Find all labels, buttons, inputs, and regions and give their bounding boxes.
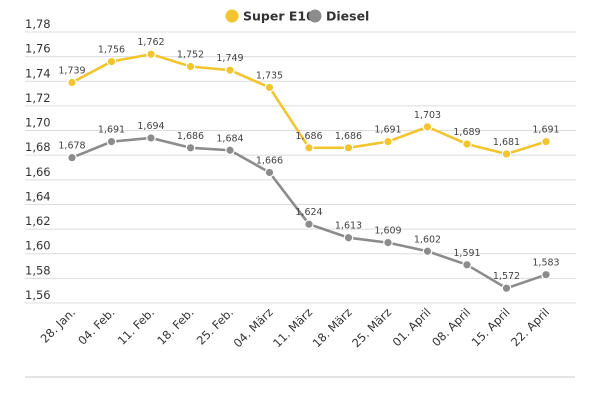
data-point: [383, 136, 393, 147]
series-super-e10: 1,739 1,756 1,762 1,752 1,749 1,735 1,686 1,686…: [58, 37, 560, 159]
data-point: [462, 139, 472, 149]
series-diesel: 1,678 1,691 1,694 1,686 1,684 1,666 1,624 1,613…: [58, 121, 560, 294]
data-label: 1,686: [335, 131, 362, 142]
legend-label: Diesel: [326, 9, 369, 24]
data-label: 1,752: [177, 49, 204, 60]
y-tick-label: 1,60: [25, 239, 51, 253]
x-tick-label: 08. April: [429, 305, 473, 349]
data-label: 1,749: [216, 53, 243, 64]
grid: [25, 31, 576, 304]
y-tick-label: 1,68: [25, 140, 51, 154]
legend: Super E10 Diesel: [225, 9, 369, 24]
data-point: [304, 142, 314, 153]
data-point: [185, 61, 196, 72]
x-tick-label: 28. Jan.: [38, 305, 79, 346]
y-tick-label: 1,76: [25, 42, 51, 56]
data-label: 1,739: [58, 66, 85, 77]
data-label: 1,686: [295, 131, 322, 142]
legend-swatch: [225, 9, 239, 23]
data-label: 1,756: [98, 45, 125, 56]
data-point: [422, 246, 433, 257]
data-point: [343, 232, 354, 243]
data-label: 1,684: [216, 133, 243, 144]
y-tick-label: 1,74: [25, 66, 51, 80]
data-label: 1,691: [532, 125, 559, 136]
data-label: 1,689: [453, 127, 480, 138]
data-label: 1,613: [335, 221, 362, 232]
x-tick-label: 11. Feb.: [115, 305, 157, 347]
data-label: 1,609: [374, 226, 401, 237]
series-group: 1,739 1,756 1,762 1,752 1,749 1,735 1,686 1,686…: [58, 37, 560, 294]
x-tick-label: 04. Feb.: [75, 305, 117, 347]
y-tick-label: 1,58: [25, 263, 51, 277]
data-label: 1,762: [137, 37, 164, 48]
x-tick-label: 25. Feb.: [194, 305, 236, 347]
data-label: 1,681: [493, 137, 520, 148]
data-point: [225, 145, 235, 156]
legend-label: Super E10: [243, 9, 315, 24]
data-point: [541, 136, 551, 147]
data-point: [67, 152, 77, 163]
data-point: [383, 237, 393, 248]
data-point: [462, 260, 472, 270]
y-tick-label: 1,66: [25, 165, 51, 179]
x-tick-label: 22. April: [508, 305, 552, 349]
data-point: [541, 269, 551, 280]
data-point: [501, 149, 512, 159]
data-label: 1,591: [453, 248, 480, 259]
legend-swatch: [308, 9, 322, 23]
data-label: 1,691: [98, 125, 125, 136]
data-label: 1,666: [256, 155, 283, 166]
data-label: 1,624: [295, 207, 322, 218]
data-point: [106, 136, 117, 147]
data-point: [106, 56, 117, 67]
x-tick-label: 04. März: [231, 305, 276, 350]
data-point: [185, 142, 196, 153]
data-point: [264, 82, 275, 93]
x-tick-label: 11. März: [270, 305, 315, 350]
data-label: 1,583: [532, 258, 559, 269]
x-tick-label: 15. April: [469, 305, 513, 349]
data-label: 1,703: [414, 110, 441, 121]
data-label: 1,694: [137, 121, 164, 132]
y-tick-label: 1,72: [25, 91, 51, 105]
data-label: 1,735: [256, 70, 283, 81]
y-axis-ticks: 1,56 1,58 1,60 1,62 1,64 1,66 1,68 1,70 1,72 1,74…: [25, 17, 51, 302]
x-tick-label: 18. Feb.: [154, 305, 196, 347]
data-label: 1,686: [177, 131, 204, 142]
y-tick-label: 1,70: [25, 116, 51, 130]
data-point: [422, 122, 433, 132]
y-tick-label: 1,64: [25, 189, 51, 203]
data-point: [146, 133, 156, 143]
x-tick-label: 18. März: [310, 305, 355, 350]
data-point: [304, 219, 314, 229]
y-tick-label: 1,62: [25, 214, 51, 228]
y-tick-label: 1,56: [25, 288, 51, 302]
data-label: 1,691: [374, 125, 401, 136]
data-label: 1,678: [58, 141, 85, 152]
data-point: [501, 283, 512, 294]
y-tick-label: 1,78: [25, 17, 51, 31]
x-tick-label: 25. März: [349, 305, 394, 350]
data-point: [343, 142, 354, 153]
x-axis-ticks: 28. Jan.04. Feb.11. Feb.18. Feb.25. Feb.…: [38, 305, 553, 350]
x-tick-label: 01. April: [390, 305, 434, 349]
data-point: [264, 167, 275, 178]
data-point: [146, 49, 156, 59]
data-label: 1,572: [493, 271, 520, 282]
data-point: [225, 65, 235, 75]
data-label: 1,602: [414, 234, 441, 245]
data-point: [67, 77, 77, 88]
